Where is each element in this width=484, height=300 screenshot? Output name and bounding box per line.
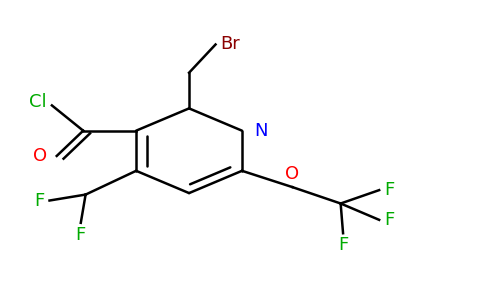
Text: F: F	[76, 226, 86, 244]
Text: F: F	[34, 191, 45, 209]
Text: F: F	[384, 211, 394, 229]
Text: Cl: Cl	[30, 93, 47, 111]
Text: N: N	[254, 122, 268, 140]
Text: Br: Br	[220, 35, 240, 53]
Text: O: O	[33, 147, 47, 165]
Text: F: F	[338, 236, 348, 254]
Text: F: F	[384, 181, 394, 199]
Text: O: O	[286, 165, 300, 183]
